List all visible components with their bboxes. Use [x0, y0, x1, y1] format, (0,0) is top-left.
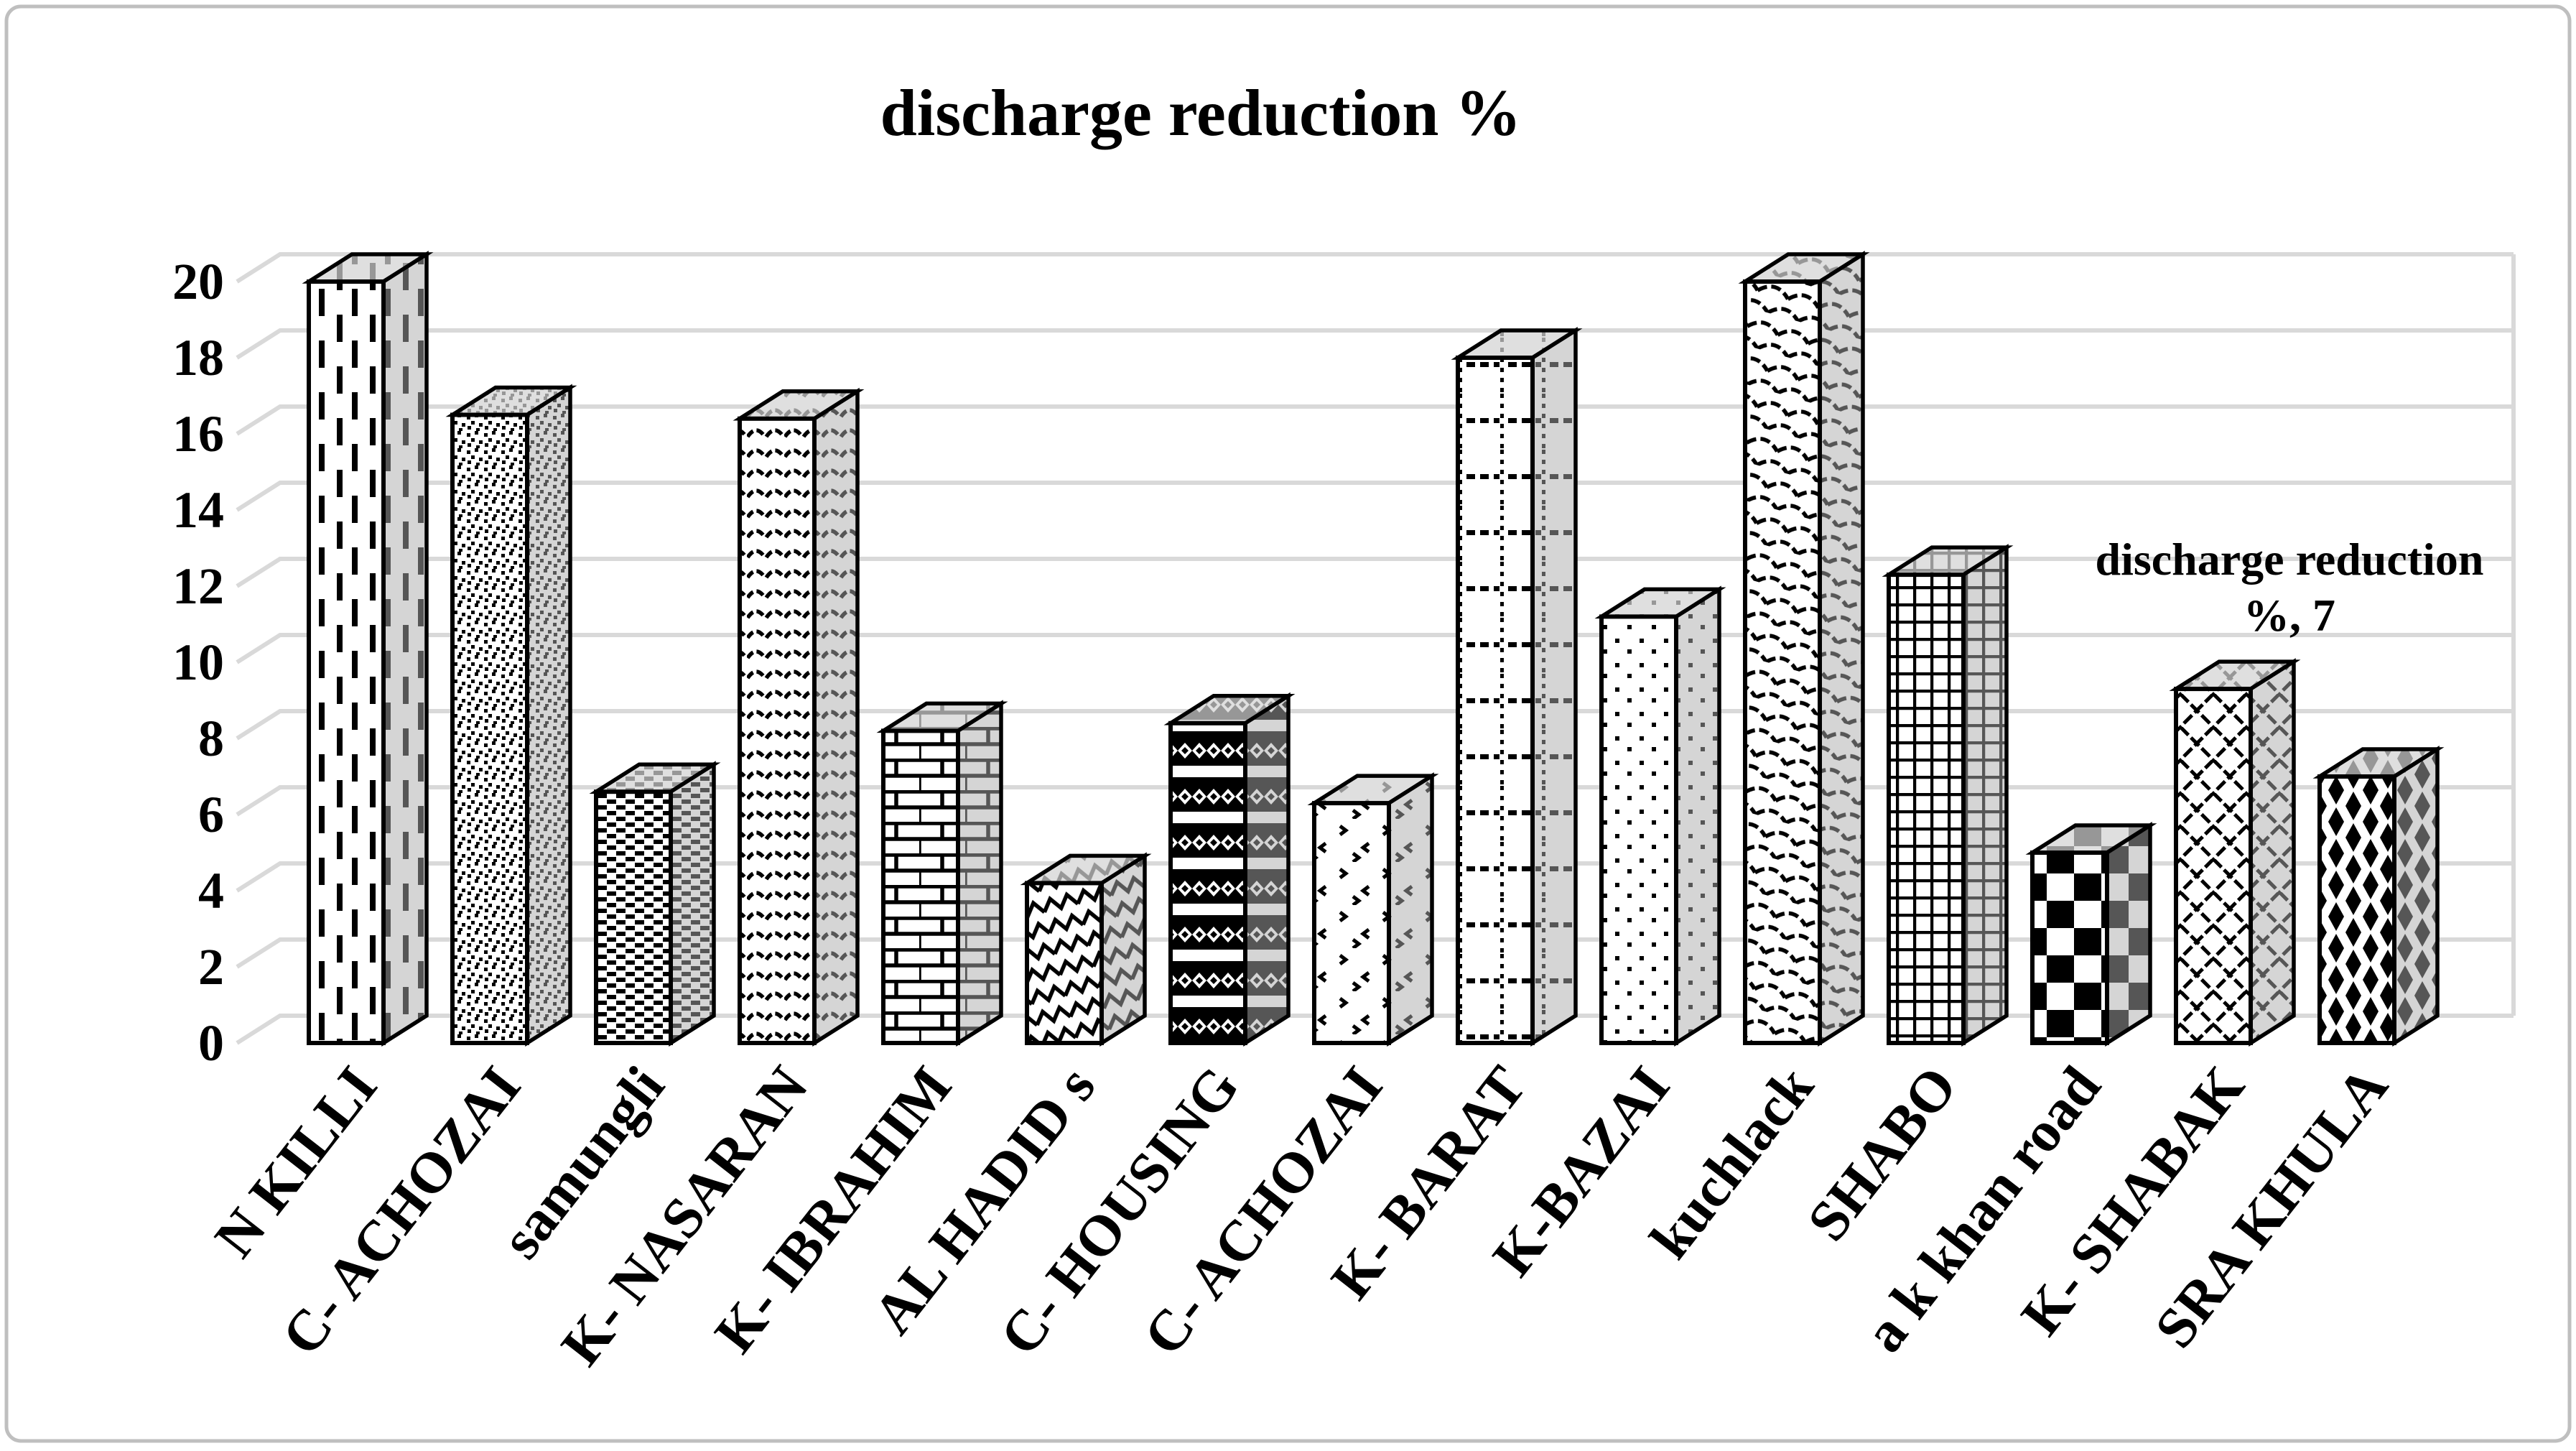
bar-top-face-pattern [1171, 695, 1288, 723]
y-axis-tick-label: 8 [198, 710, 224, 767]
bar-side-face-pattern [2107, 825, 2150, 1043]
bar-front-face [1025, 881, 1104, 1046]
bar-column [1882, 544, 2014, 1047]
bar-column [2169, 658, 2301, 1047]
bar-top-face-pattern [596, 764, 714, 792]
y-axis-tick-label: 14 [172, 481, 224, 539]
bar-front-face [1456, 356, 1535, 1045]
bar-top-face-pattern [1889, 547, 2007, 575]
bar-top-face-pattern [740, 391, 857, 419]
bar-front-face [1743, 279, 1822, 1045]
bar-side-face-pattern [958, 703, 1001, 1043]
y-axis-tick-label: 16 [172, 405, 224, 463]
data-label: discharge reduction %, 7 [2095, 534, 2483, 641]
y-axis-tick-label: 20 [172, 253, 224, 310]
bar-column [302, 251, 434, 1047]
bar-side-face-pattern [1102, 856, 1145, 1043]
bar-side-face-pattern [383, 254, 427, 1043]
bar-side-face-pattern [1533, 330, 1576, 1043]
bar-top-face-pattern [2032, 825, 2150, 853]
bar-top-face-pattern [1314, 776, 1432, 804]
bar-side-face-pattern [671, 764, 714, 1043]
bar-column [2312, 746, 2445, 1047]
bar-front-face [881, 728, 960, 1046]
bar-top-face-pattern [1601, 589, 1719, 617]
bar-column [589, 761, 721, 1047]
bar-front-face [1168, 720, 1247, 1045]
bar-top-face-pattern [2176, 662, 2294, 690]
bars-group [302, 251, 2445, 1047]
bar-front-face [2317, 774, 2396, 1045]
bar-top-face-pattern [452, 387, 570, 415]
bar-column [1451, 327, 1583, 1047]
bar-top-face-pattern [309, 254, 427, 282]
bar-side-face-pattern [814, 391, 857, 1043]
y-axis-tick-labels-group: 0 2 4 6 8 10 12 14 16 18 20 [172, 253, 224, 1072]
bar-front-face [738, 416, 817, 1045]
bar-column [1020, 852, 1152, 1047]
bar-front-face [307, 279, 386, 1045]
y-axis-tick-label: 6 [198, 786, 224, 843]
y-axis-tick-label: 2 [198, 938, 224, 996]
data-label-line1: discharge reduction [2095, 534, 2483, 585]
bar-top-face-pattern [1745, 254, 1863, 282]
bar-top-face-pattern [1027, 856, 1145, 884]
bar-front-face [1599, 614, 1678, 1045]
bar-column [445, 384, 577, 1047]
bar-front-face [2030, 850, 2109, 1045]
bar-side-face-pattern [2251, 662, 2294, 1043]
y-axis-tick-label: 0 [198, 1014, 224, 1072]
bar-side-face-pattern [1820, 254, 1863, 1043]
bar-front-face [1887, 572, 1966, 1045]
bar-top-face-pattern [883, 703, 1001, 731]
y-axis-tick-label: 18 [172, 329, 224, 386]
bar-side-face-pattern [1676, 589, 1719, 1043]
chart-title: discharge reduction % [880, 76, 1522, 149]
bar-front-face [594, 789, 673, 1045]
gridline [236, 252, 2514, 284]
bar-column [876, 700, 1008, 1047]
bar-side-face-pattern [527, 387, 570, 1043]
bar-top-face-pattern [2320, 749, 2437, 777]
bar-column [733, 387, 865, 1047]
y-axis-tick-label: 4 [198, 862, 224, 919]
y-axis-tick-label: 12 [172, 557, 224, 615]
bar-side-face-pattern [1963, 547, 2007, 1043]
bar-column [1738, 251, 1870, 1047]
data-label-line2: %, 7 [2243, 590, 2335, 641]
y-axis-tick-label: 10 [172, 634, 224, 691]
bar-front-face [450, 412, 529, 1045]
bar-front-face [1312, 801, 1391, 1045]
bar-front-face [2174, 687, 2253, 1045]
bar-column [2025, 822, 2157, 1047]
bar-column [1594, 585, 1726, 1047]
bar-side-face-pattern [1389, 776, 1432, 1043]
bar-side-face-pattern [1245, 695, 1288, 1043]
bar-top-face-pattern [1458, 330, 1576, 358]
bar-column [1163, 692, 1296, 1047]
bar-column [1307, 772, 1439, 1047]
bar-side-face-pattern [2394, 749, 2437, 1043]
